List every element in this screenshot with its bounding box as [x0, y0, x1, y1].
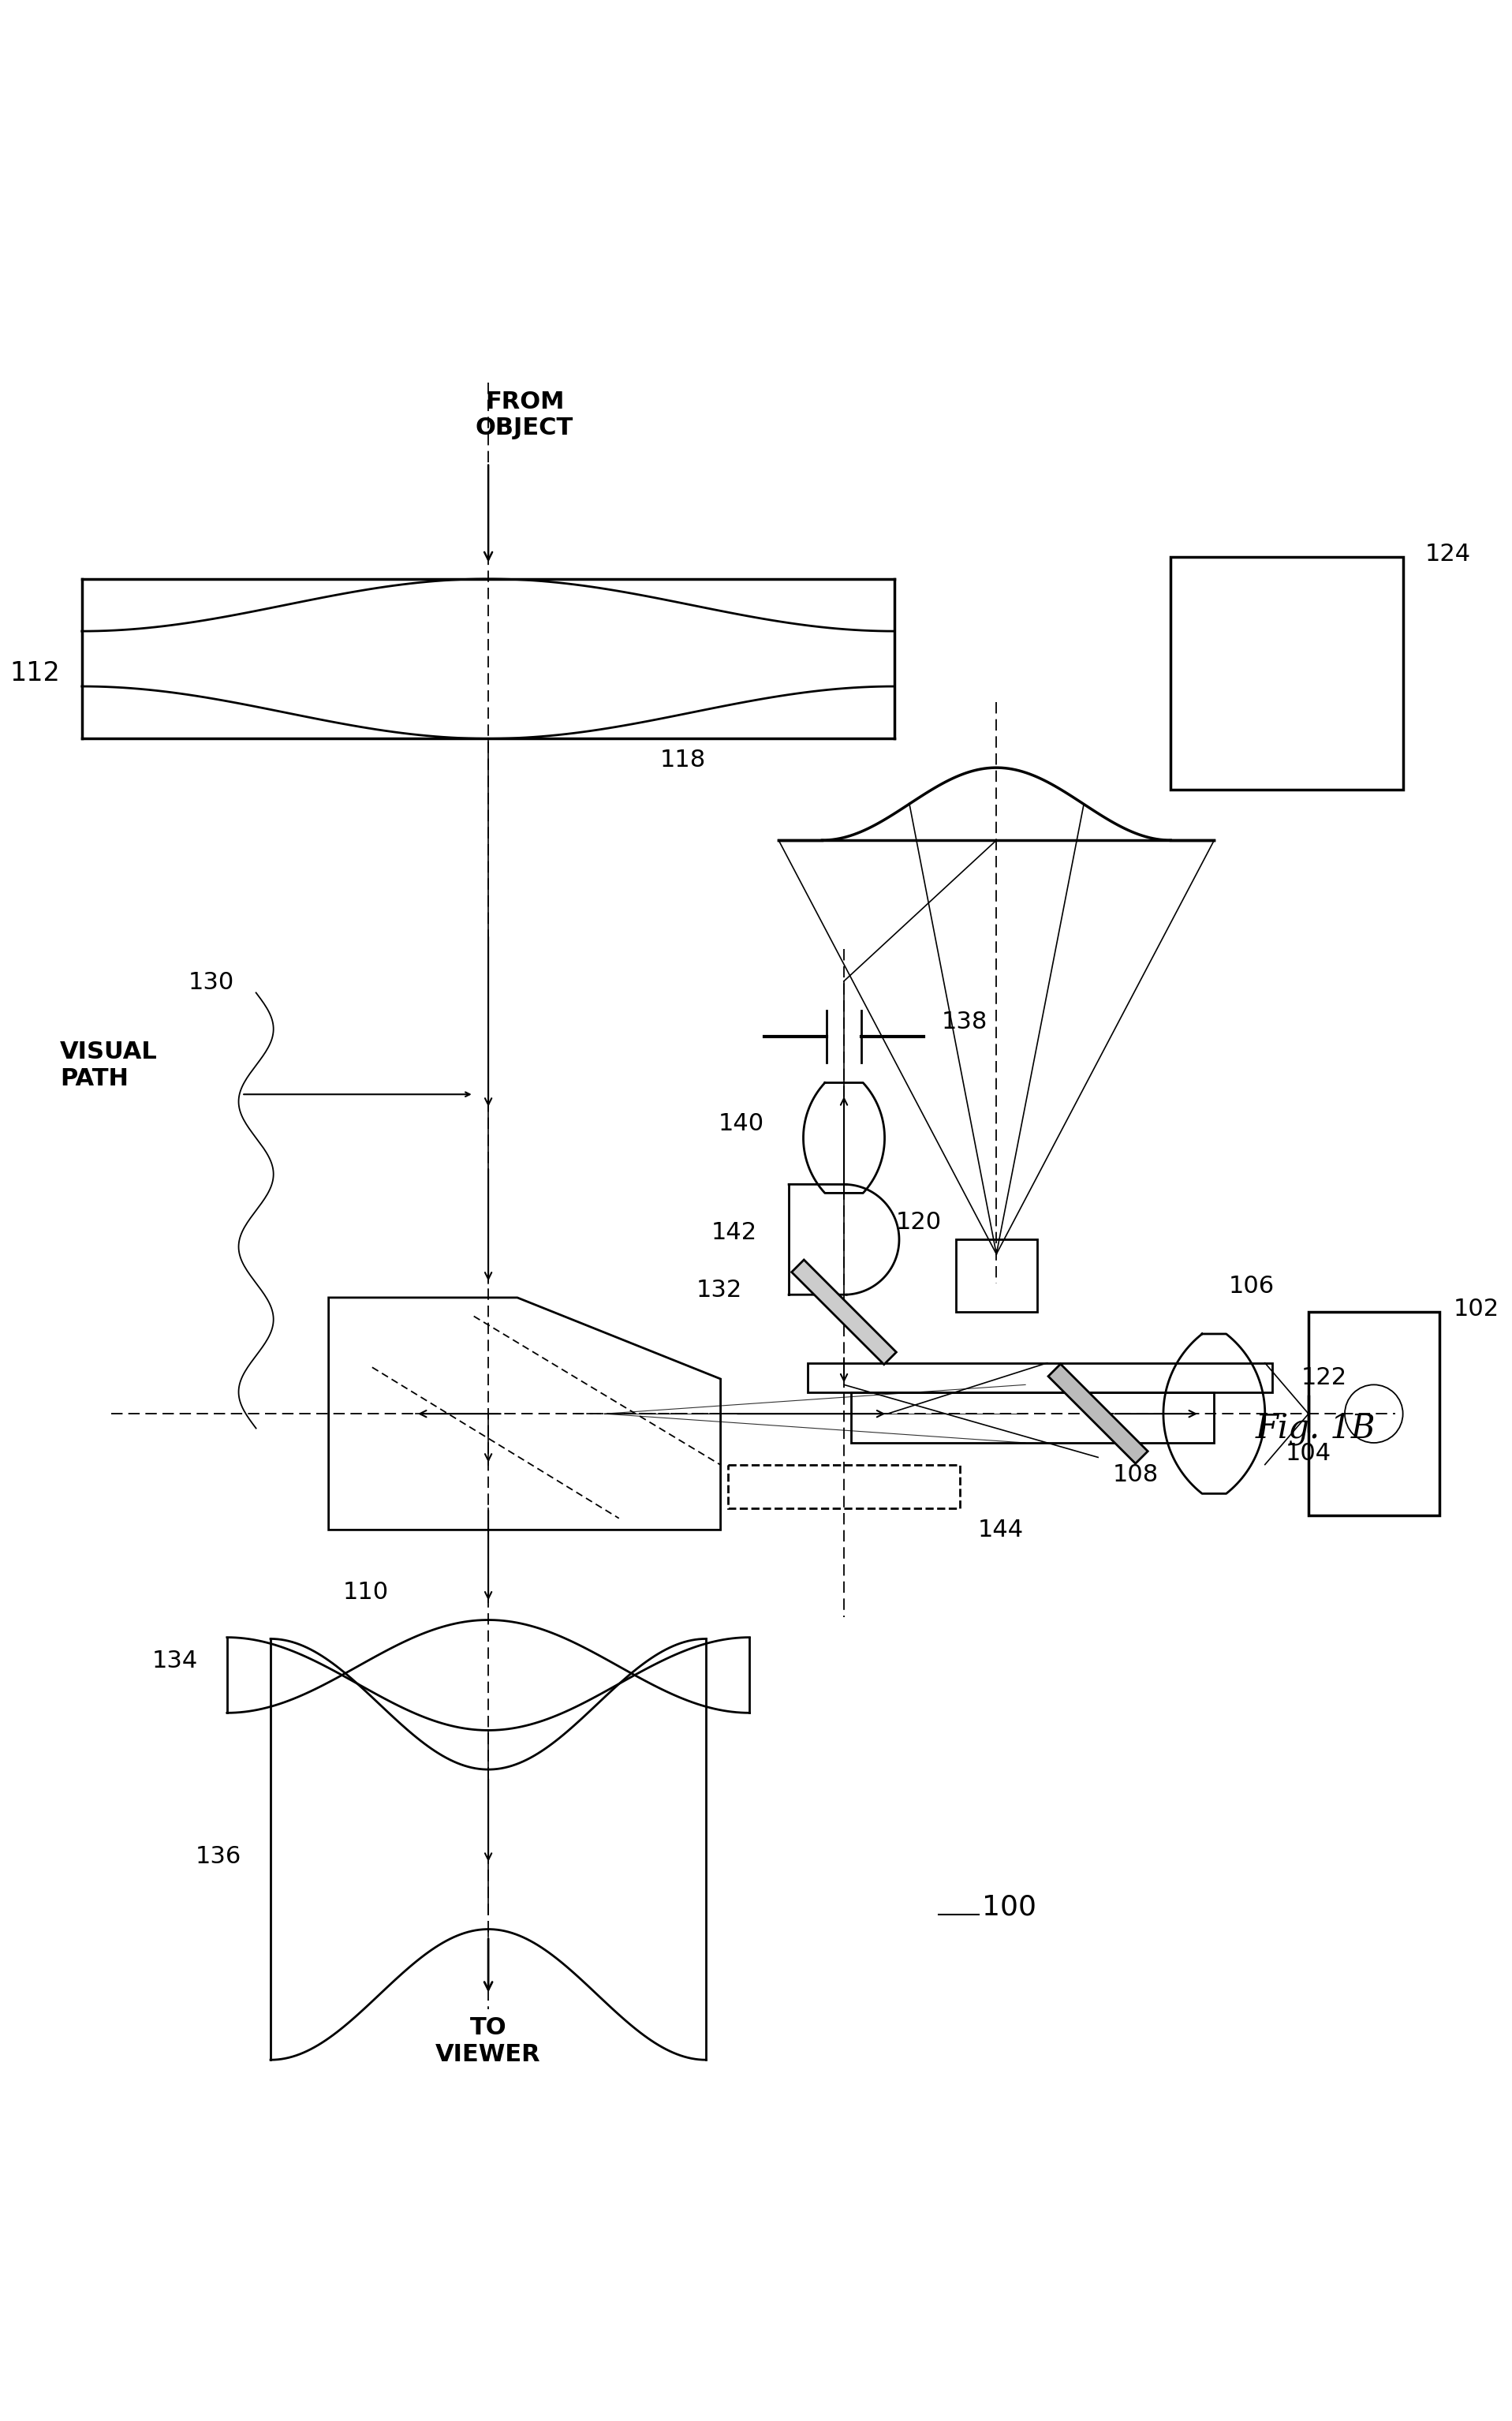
Text: 122: 122: [1302, 1365, 1347, 1390]
Text: TO
VIEWER: TO VIEWER: [435, 2017, 541, 2065]
Text: 136: 136: [195, 1845, 242, 1869]
Text: 134: 134: [153, 1649, 198, 1673]
Text: 142: 142: [711, 1220, 758, 1244]
Bar: [1308, 1312, 1439, 1516]
Text: 120: 120: [895, 1210, 942, 1232]
Text: Fig. 1B: Fig. 1B: [1255, 1411, 1376, 1445]
Text: 118: 118: [661, 748, 706, 772]
Text: VISUAL
PATH: VISUAL PATH: [60, 1041, 157, 1089]
Bar: [727, 1465, 960, 1508]
Text: 102: 102: [1453, 1298, 1500, 1319]
Text: 108: 108: [1113, 1462, 1158, 1486]
Text: 106: 106: [1229, 1276, 1275, 1298]
Text: 138: 138: [942, 1010, 987, 1034]
Text: 140: 140: [718, 1111, 764, 1135]
Text: 112: 112: [9, 661, 60, 685]
Text: 110: 110: [343, 1581, 389, 1603]
Bar: [851, 1392, 1214, 1443]
Bar: [956, 1240, 1037, 1312]
Bar: [807, 1363, 1272, 1392]
Polygon shape: [1048, 1363, 1148, 1465]
Text: 130: 130: [189, 971, 234, 993]
Bar: [1170, 557, 1403, 789]
Polygon shape: [792, 1259, 897, 1365]
Text: 132: 132: [697, 1278, 742, 1302]
Text: 104: 104: [1285, 1443, 1332, 1465]
Text: FROM
OBJECT: FROM OBJECT: [476, 390, 573, 441]
Text: 144: 144: [978, 1518, 1024, 1542]
Text: 124: 124: [1424, 542, 1471, 567]
Text: 100: 100: [981, 1893, 1036, 1920]
